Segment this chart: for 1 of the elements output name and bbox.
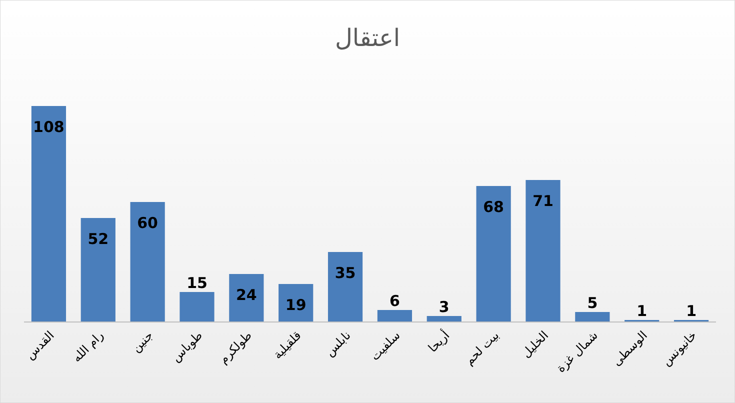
title: اعتقال [334,24,400,52]
